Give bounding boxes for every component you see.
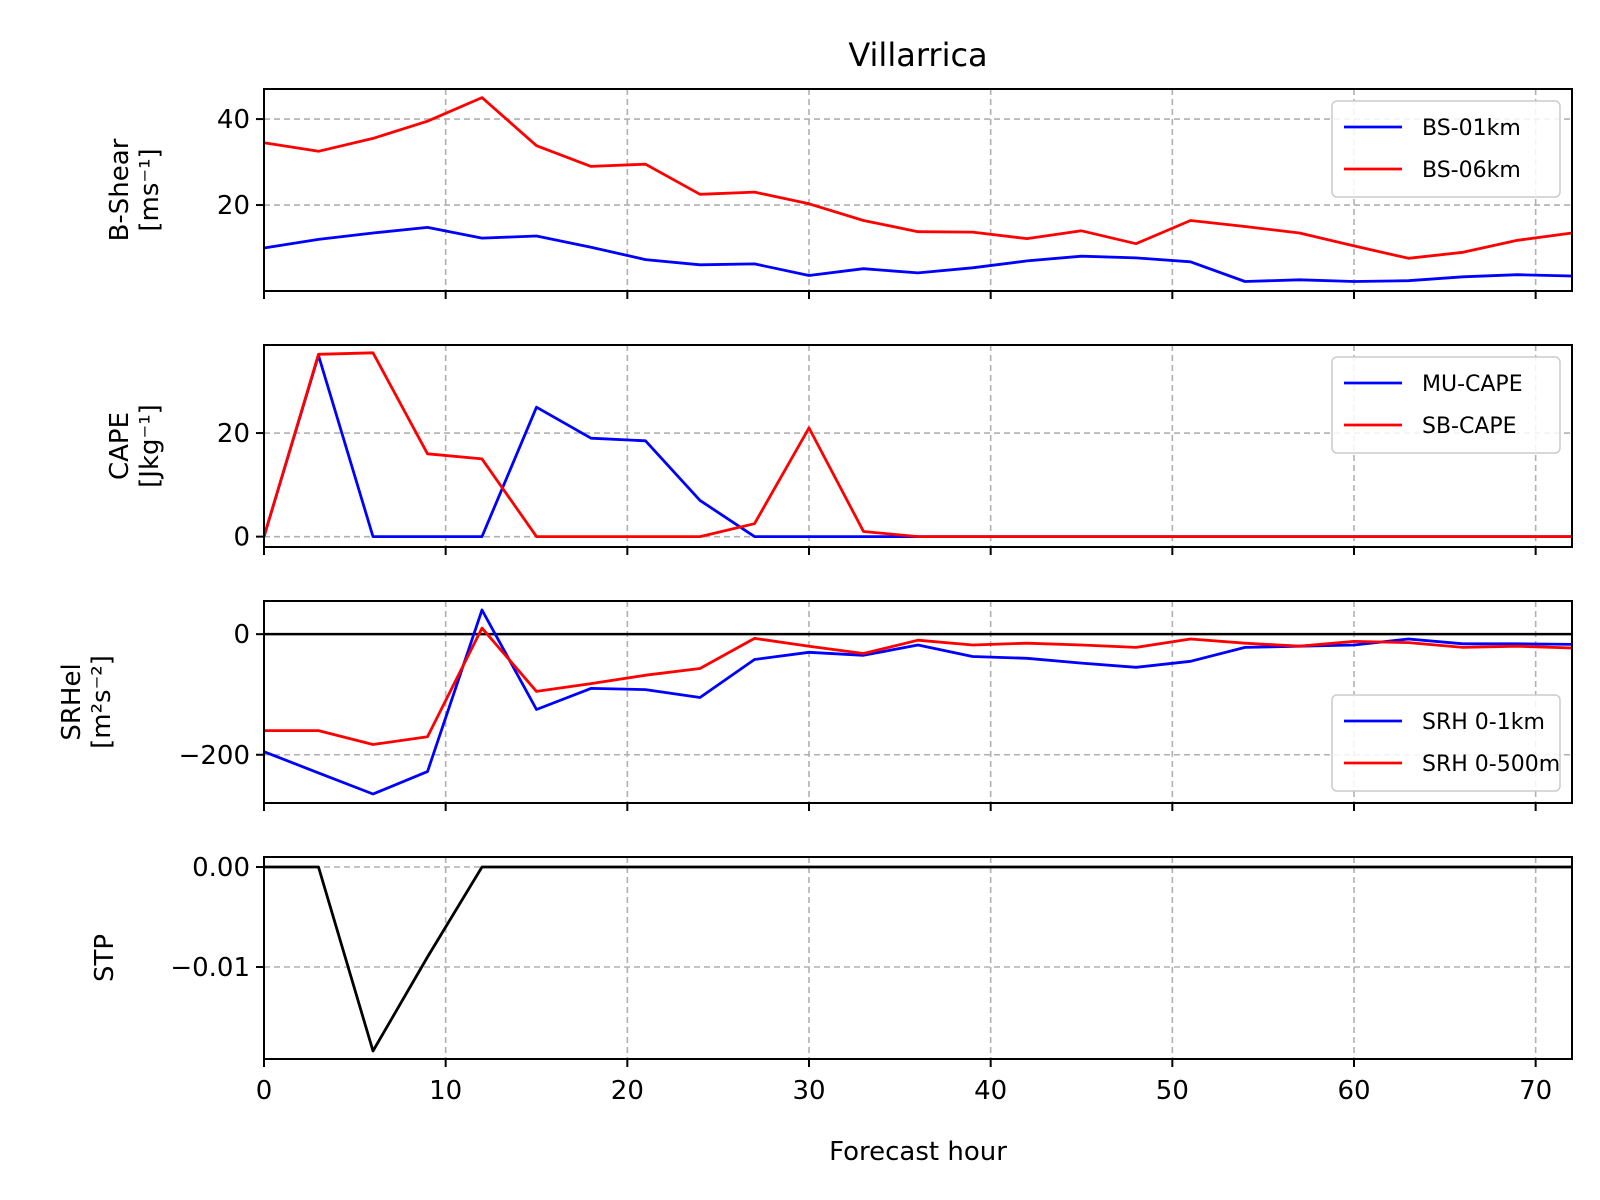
legend-label-cape-1: SB-CAPE bbox=[1422, 414, 1517, 439]
axes-frame-stp bbox=[263, 856, 1573, 1060]
legend-box-srhel bbox=[1331, 694, 1561, 792]
y-tick-label-bshear-0: 20 bbox=[217, 191, 250, 221]
legend-label-bshear-0: BS-01km bbox=[1422, 116, 1521, 141]
y-axis-label-bshear: B-Shear bbox=[105, 138, 135, 241]
panel-bshear: 20 40 B-Shear [ms⁻¹] BS-01km BS-06km bbox=[105, 88, 1573, 299]
series-line-srhel-0 bbox=[263, 608, 1573, 796]
panels-group: 20 40 B-Shear [ms⁻¹] BS-01km BS-06km 0 20 CAPE [J… bbox=[57, 88, 1573, 1106]
panel-cape: 0 20 CAPE [Jkg⁻¹] MU-CAPE SB-CAPE bbox=[105, 344, 1573, 555]
y-axis-unit-cape: [Jkg⁻¹] bbox=[135, 404, 165, 488]
y-axis-unit-srhel: [m²s⁻²] bbox=[87, 655, 117, 749]
y-axis-unit-bshear: [ms⁻¹] bbox=[135, 148, 165, 231]
x-tick-label-2: 20 bbox=[611, 1076, 644, 1106]
y-tick-label-srhel-1: 0 bbox=[233, 620, 250, 650]
y-tick-label-srhel-0: −200 bbox=[179, 741, 250, 771]
series-line-cape-1 bbox=[262, 351, 1572, 538]
x-tick-label-6: 60 bbox=[1337, 1076, 1370, 1106]
x-tick-label-7: 70 bbox=[1519, 1076, 1552, 1106]
series-line-bshear-1 bbox=[263, 96, 1573, 260]
x-axis-label: Forecast hour bbox=[829, 1137, 1007, 1167]
y-tick-label-stp-0: −0.01 bbox=[170, 953, 250, 983]
legend-label-srhel-0: SRH 0-1km bbox=[1422, 710, 1545, 735]
legend-srhel: SRH 0-1km SRH 0-500m bbox=[1331, 694, 1561, 792]
legend-box-bshear bbox=[1331, 100, 1561, 198]
axes-frame-srhel bbox=[263, 600, 1573, 804]
y-axis-label-stp: STP bbox=[90, 934, 120, 982]
x-tick-label-4: 40 bbox=[974, 1076, 1007, 1106]
y-axis-label-cape: CAPE bbox=[105, 412, 135, 480]
legend-label-srhel-1: SRH 0-500m bbox=[1422, 752, 1560, 777]
series-line-srhel-1 bbox=[264, 626, 1573, 746]
x-tick-label-5: 50 bbox=[1156, 1076, 1189, 1106]
series-line-bshear-0 bbox=[263, 225, 1573, 283]
panel-stp: −0.01 0.00 STP 0 10 20 30 40 50 60 70 bbox=[90, 853, 1573, 1106]
x-tick-label-3: 30 bbox=[792, 1076, 825, 1106]
axes-frame-bshear bbox=[263, 88, 1573, 292]
x-tick-label-0: 0 bbox=[256, 1076, 273, 1106]
y-tick-label-cape-1: 20 bbox=[217, 419, 250, 449]
legend-box-cape bbox=[1331, 356, 1561, 454]
legend-label-cape-0: MU-CAPE bbox=[1422, 372, 1523, 397]
y-axis-label-srhel: SRHel bbox=[57, 663, 87, 740]
axes-frame-cape bbox=[263, 344, 1573, 548]
y-tick-label-cape-0: 0 bbox=[233, 523, 250, 553]
legend-bshear: BS-01km BS-06km bbox=[1331, 100, 1561, 198]
y-tick-label-bshear-1: 40 bbox=[217, 105, 250, 135]
chart-title: Villarrica bbox=[848, 36, 987, 74]
y-tick-label-stp-1: 0.00 bbox=[192, 853, 250, 883]
panel-srhel: −200 0 SRHel [m²s⁻²] SRH 0-1km SRH 0-500m bbox=[57, 600, 1573, 811]
x-tick-label-1: 10 bbox=[429, 1076, 462, 1106]
series-line-stp-0 bbox=[264, 865, 1572, 1053]
legend-label-bshear-1: BS-06km bbox=[1422, 158, 1521, 183]
legend-cape: MU-CAPE SB-CAPE bbox=[1331, 356, 1561, 454]
